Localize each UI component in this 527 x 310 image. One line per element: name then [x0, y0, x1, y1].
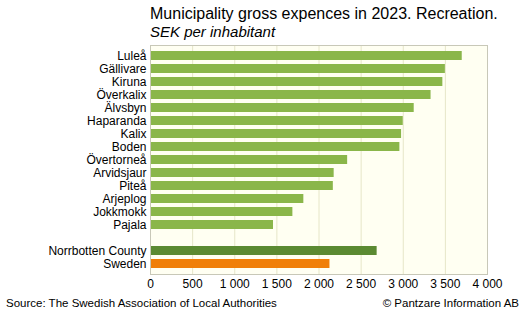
svg-text:Gällivare: Gällivare: [99, 62, 147, 76]
svg-text:Arvidsjaur: Arvidsjaur: [93, 166, 146, 180]
svg-text:4 000: 4 000: [472, 277, 502, 291]
svg-text:Jokkmokk: Jokkmokk: [93, 205, 147, 219]
svg-text:Luleå: Luleå: [117, 49, 147, 63]
html-text:SEK per inhabitant: SEK per inhabitant: [150, 23, 276, 40]
svg-text:Sweden: Sweden: [103, 257, 146, 271]
svg-text:500: 500: [183, 277, 203, 291]
svg-text:2 000: 2 000: [304, 277, 334, 291]
svg-text:Pajala: Pajala: [113, 218, 147, 232]
svg-text:0: 0: [147, 277, 154, 291]
svg-text:Norrbotten County: Norrbotten County: [48, 244, 146, 258]
html-text:© Pantzare Information AB: © Pantzare Information AB: [382, 297, 519, 309]
svg-text:3 500: 3 500: [430, 277, 460, 291]
svg-text:3 000: 3 000: [388, 277, 418, 291]
svg-text:Älvsbyn: Älvsbyn: [104, 101, 146, 115]
svg-text:Kiruna: Kiruna: [112, 75, 147, 89]
svg-text:Kalix: Kalix: [120, 127, 146, 141]
svg-text:Piteå: Piteå: [119, 179, 147, 193]
svg-text:1 500: 1 500: [262, 277, 292, 291]
svg-text:Överkalix: Överkalix: [96, 88, 146, 102]
html-text:Municipality gross expences in: Municipality gross expences in 2023. Rec…: [150, 5, 498, 22]
svg-text:Övertorneå: Övertorneå: [86, 153, 146, 167]
svg-text:Arjeplog: Arjeplog: [102, 192, 146, 206]
svg-text:Boden: Boden: [112, 140, 147, 154]
svg-text:1 000: 1 000: [220, 277, 250, 291]
svg-text:Haparanda: Haparanda: [87, 114, 147, 128]
svg-text:2 500: 2 500: [346, 277, 376, 291]
html-text:Source: The Swedish Associatio: Source: The Swedish Association of Local…: [6, 297, 277, 309]
